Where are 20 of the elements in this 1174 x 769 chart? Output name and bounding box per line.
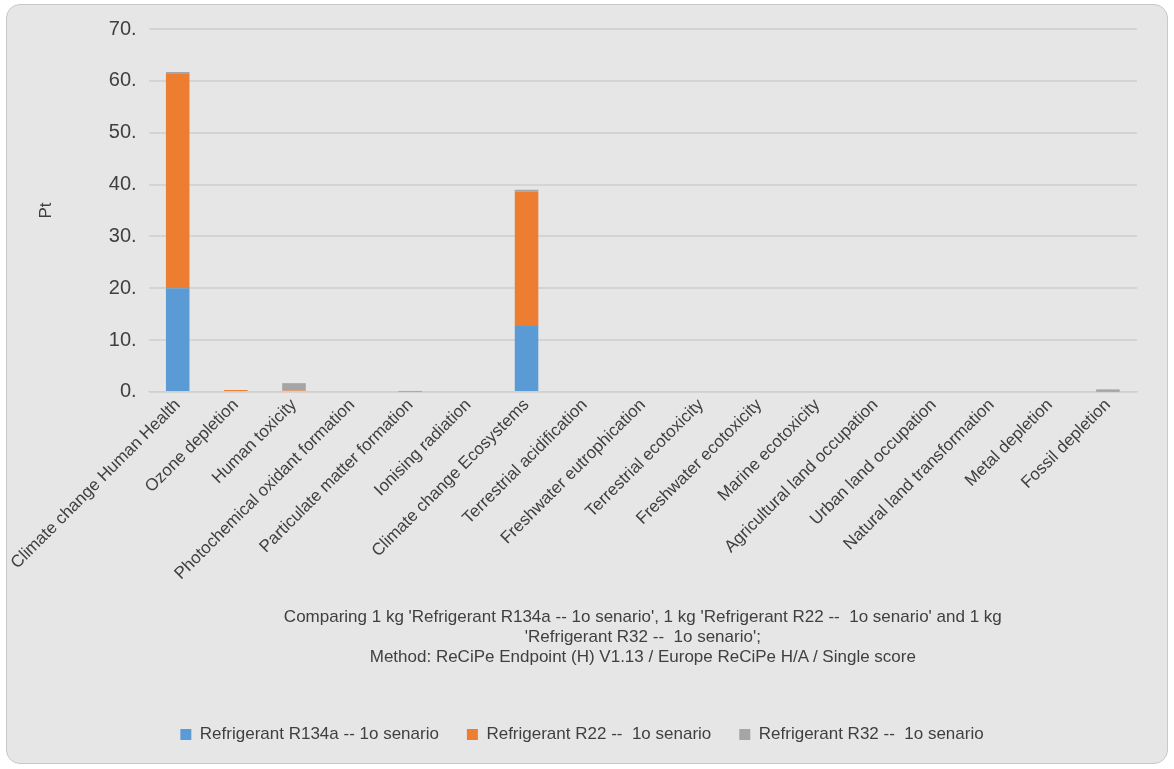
bar xyxy=(282,383,306,391)
y-tick-label: 20. xyxy=(108,275,137,298)
bar xyxy=(165,74,190,289)
y-tick-label: 30. xyxy=(108,223,137,246)
y-tick-label: 0. xyxy=(119,379,137,402)
legend-label: Refrigerant R134a -- 1o senario xyxy=(199,724,439,744)
bar xyxy=(165,288,190,391)
y-tick-label: 50. xyxy=(108,120,137,143)
bar xyxy=(514,189,539,192)
legend-label: Refrigerant R22 -- 1o senario xyxy=(486,724,712,744)
y-tick-label: 70. xyxy=(108,16,137,39)
y-tick-label: 10. xyxy=(108,327,137,350)
bar xyxy=(514,326,539,391)
bar xyxy=(514,191,539,327)
y-axis-title: Pt xyxy=(36,202,56,219)
y-tick-label: 60. xyxy=(108,68,137,91)
bar xyxy=(165,72,190,75)
x-axis-title: Comparing 1 kg 'Refrigerant R134a -- 1o senario', 1 kg 'Refrigerant R22 -- 1o senario' and 1 kg 'Refrigerant R32 -- 1o senario'; Method: ReCiPe Endpoint (H) V1.13 / Europe ReCiPe H/A / Single score xyxy=(283,606,1002,667)
legend-label: Refrigerant R32 -- 1o senario xyxy=(758,724,984,744)
y-tick-label: 40. xyxy=(108,172,137,195)
